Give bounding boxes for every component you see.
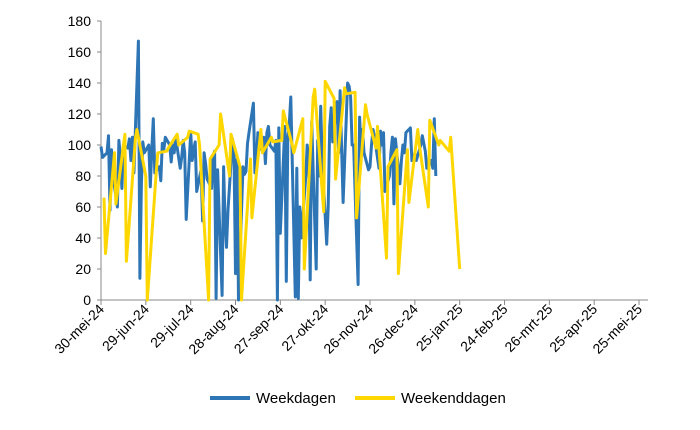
series-line-weekenddagen xyxy=(102,79,462,302)
y-tick-label: 160 xyxy=(68,44,92,60)
x-tick-label: 27-sep-24 xyxy=(231,301,287,357)
y-tick-label: 140 xyxy=(68,75,92,91)
y-tick-label: 0 xyxy=(83,292,91,308)
y-tick-label: 60 xyxy=(75,199,91,215)
x-tick-label: 26-dec-24 xyxy=(365,301,421,357)
legend-label-weekenddagen: Weekenddagen xyxy=(401,390,506,407)
chart-legend: Weekdagen Weekenddagen xyxy=(210,390,506,407)
y-tick-label: 20 xyxy=(75,261,91,277)
legend-label-weekdagen: Weekdagen xyxy=(256,390,336,407)
y-tick-label: 120 xyxy=(68,106,92,122)
y-tick-label: 180 xyxy=(68,13,92,29)
y-tick-label: 100 xyxy=(68,137,92,153)
y-tick-label: 40 xyxy=(75,230,91,246)
x-tick-label: 25-jan-25 xyxy=(413,301,466,354)
x-tick-label: 25-mei-25 xyxy=(589,301,645,357)
x-tick-label: 26-mrt-25 xyxy=(501,301,555,355)
x-tick-label: 29-jun-24 xyxy=(99,301,152,354)
x-tick-label: 30-mei-24 xyxy=(51,301,107,357)
plot-area xyxy=(99,39,462,302)
y-tick-label: 80 xyxy=(75,168,91,184)
